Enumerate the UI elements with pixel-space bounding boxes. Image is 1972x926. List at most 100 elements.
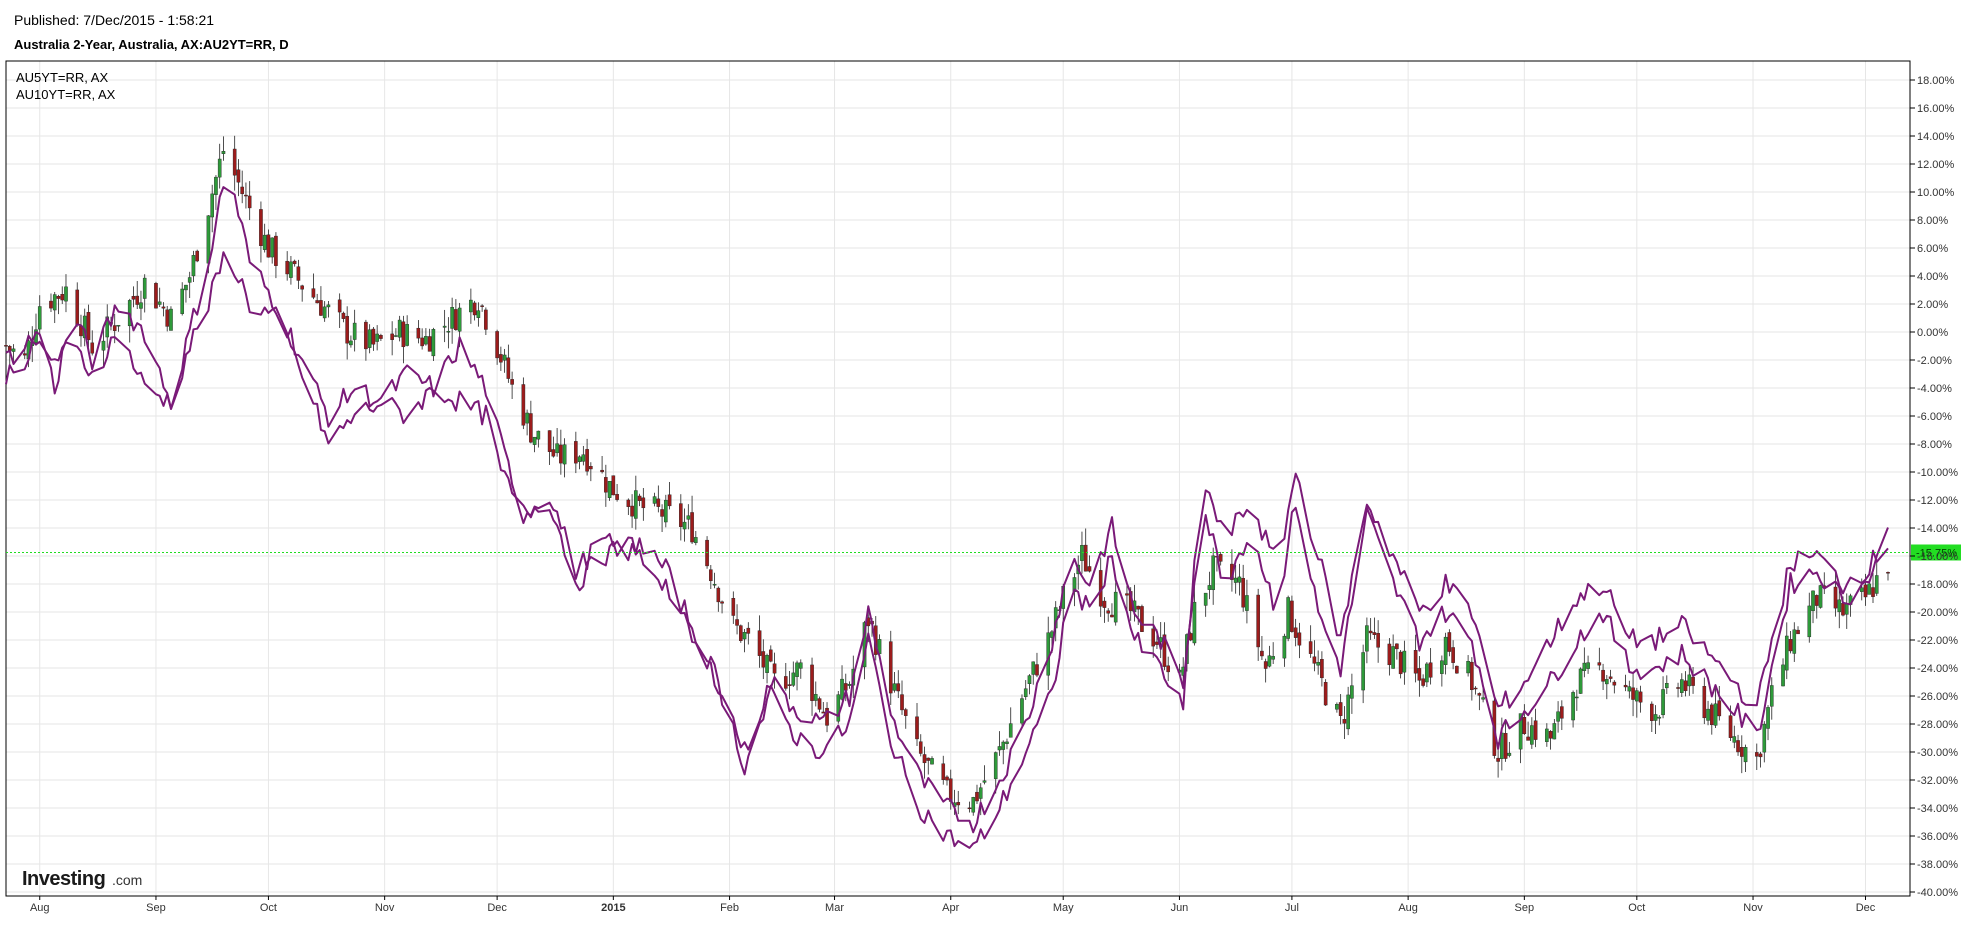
candle-body	[536, 430, 541, 440]
x-tick-label: Mar	[825, 902, 844, 914]
x-tick-label: Oct	[260, 902, 277, 914]
candle-body	[739, 625, 743, 641]
candle-body	[1638, 691, 1643, 703]
candle-body	[656, 498, 661, 507]
candle-body	[810, 664, 814, 701]
candle-body	[499, 354, 503, 363]
candle-body	[716, 587, 721, 603]
candle-body	[562, 444, 567, 465]
published-timestamp: Published: 7/Dec/2015 - 1:58:21	[14, 12, 215, 28]
candle-body	[1473, 687, 1478, 690]
candle-body	[326, 304, 331, 308]
candle-body	[787, 684, 792, 686]
candle-body	[1653, 714, 1658, 721]
candle-body	[390, 333, 394, 340]
candle-body	[49, 300, 53, 309]
candle-body	[112, 325, 117, 331]
candle-body	[705, 539, 709, 567]
candle-body	[982, 780, 987, 783]
candle-body	[1387, 643, 1392, 666]
candle-body	[1874, 575, 1879, 594]
candle-body	[941, 763, 946, 780]
candle-body	[1350, 685, 1354, 699]
candle-body	[720, 601, 724, 604]
candle-body	[903, 709, 908, 716]
candle-body	[1162, 634, 1167, 667]
x-tick-label: Aug	[1398, 902, 1418, 914]
candle-body	[1732, 736, 1737, 743]
candle-body	[768, 649, 773, 662]
candle-body	[289, 261, 293, 278]
candle-body	[637, 495, 642, 501]
candle-body	[922, 754, 927, 764]
candle-body	[1530, 725, 1534, 745]
y-tick-label: -16.00%	[1917, 551, 1958, 563]
x-tick-label: Jun	[1171, 902, 1189, 914]
candle-body	[843, 683, 848, 691]
candle-body	[187, 277, 192, 283]
candle-body	[836, 694, 841, 722]
investing-logo: Investing .com	[22, 868, 142, 890]
candle-body	[945, 776, 949, 781]
candle-body	[1623, 684, 1628, 688]
candle-body	[1867, 583, 1872, 595]
candle-body	[971, 797, 976, 813]
x-tick-label: Oct	[1628, 902, 1645, 914]
candle-body	[101, 340, 106, 351]
y-tick-label: 4.00%	[1917, 271, 1948, 283]
candle-body	[1001, 741, 1006, 750]
candle-body	[1245, 595, 1249, 611]
candle-body	[210, 193, 214, 218]
candle-body	[1844, 603, 1849, 615]
candle-body	[1443, 636, 1448, 665]
candle-body	[1507, 752, 1512, 756]
candle-body	[682, 521, 687, 530]
candle-body	[22, 353, 27, 356]
candle-body	[1316, 661, 1320, 666]
candle-body	[1818, 585, 1823, 608]
candle-body	[892, 683, 897, 691]
candle-body	[1766, 707, 1770, 729]
candlestick-series	[4, 135, 1890, 816]
candle-body	[274, 235, 278, 266]
candle-body	[364, 321, 368, 350]
candle-body	[1263, 661, 1268, 669]
candle-body	[1361, 652, 1365, 691]
candle-body	[1110, 614, 1114, 618]
candle-body	[484, 309, 488, 330]
y-tick-label: -40.00%	[1917, 887, 1958, 899]
candle-body	[1102, 600, 1107, 608]
candle-body	[761, 651, 766, 668]
x-tick-label: Aug	[30, 902, 50, 914]
y-tick-label: 16.00%	[1917, 103, 1955, 115]
candle-body	[664, 499, 668, 523]
x-tick-label: Jul	[1285, 902, 1299, 914]
candle-body	[1271, 656, 1275, 660]
candle-body	[1035, 664, 1039, 676]
candle-body	[660, 509, 664, 517]
candle-body	[967, 807, 972, 810]
candle-body	[1702, 686, 1707, 719]
candle-body	[525, 412, 529, 424]
candle-body	[956, 802, 961, 806]
candle-body	[161, 306, 166, 309]
y-tick-label: -22.00%	[1917, 635, 1958, 647]
candle-body	[1859, 587, 1864, 592]
candle-body	[1597, 662, 1602, 666]
candle-body	[1575, 696, 1579, 699]
candle-body	[1395, 643, 1399, 650]
x-tick-label: May	[1053, 902, 1074, 914]
candle-body	[1451, 647, 1455, 663]
candle-body	[731, 598, 736, 616]
y-tick-label: 18.00%	[1917, 75, 1955, 87]
candle-body	[1455, 665, 1459, 674]
candle-body	[817, 698, 822, 710]
candle-body	[791, 672, 796, 686]
candle-body	[1533, 720, 1538, 740]
candle-body	[397, 319, 402, 338]
candle-body	[1886, 572, 1890, 574]
candle-body	[667, 494, 672, 507]
candle-body	[240, 186, 244, 195]
y-tick-label: -14.00%	[1917, 523, 1958, 535]
